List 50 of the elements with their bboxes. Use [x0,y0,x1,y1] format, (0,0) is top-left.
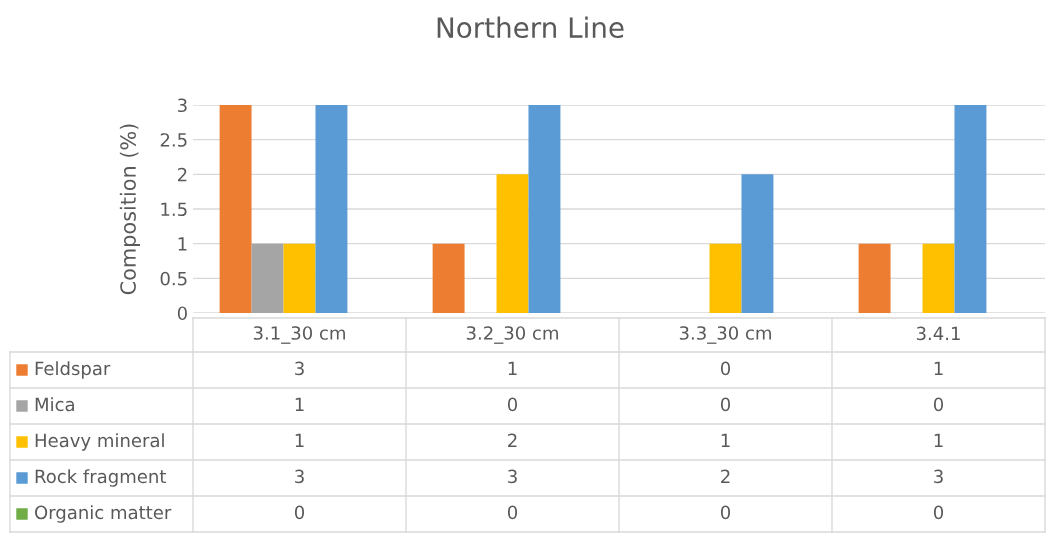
data-label: 3 [295,361,304,376]
data-label: 1 [934,433,943,447]
data-label: 3 [508,469,517,484]
data-label: 1 [508,361,517,375]
bar [251,243,284,313]
bar [741,174,774,313]
bar [432,243,465,313]
data-label: 0 [933,397,944,412]
data-label: 0 [933,505,944,520]
y-tick-label: 3 [178,98,187,113]
data-label: 1 [721,433,730,447]
y-tick-label: 1.5 [161,202,187,217]
bar [219,105,252,313]
bar [528,105,561,313]
data-label: 3 [295,469,304,484]
data-label: 2 [721,469,730,483]
x-tick-label: 3.3_30 cm [679,326,771,344]
data-label: 0 [720,505,731,520]
y-axis-title: Composition (%) [119,124,140,295]
chart-title: Northern Line [437,16,624,39]
data-label: 1 [934,361,943,375]
data-label: 0 [507,505,518,520]
y-tick-label: 2.5 [160,133,187,147]
bar [858,243,891,313]
bar [315,105,348,313]
data-label: 3 [934,469,943,484]
y-tick-label: 1 [178,237,187,251]
x-tick-label: 3.4.1 [916,326,960,341]
legend-label: Organic matter [35,505,172,523]
bar [283,243,316,313]
data-label: 0 [720,361,731,376]
bar [496,174,529,313]
bar [922,243,955,313]
data-label: 0 [294,505,305,520]
y-tick-label: 0.5 [160,271,187,286]
data-label: 0 [720,397,731,412]
data-label: 1 [295,397,304,411]
bar [954,105,987,313]
x-tick-label: 3.2_30 cm [466,326,558,344]
data-label: 2 [508,433,517,447]
legend-label: Feldspar [35,361,111,379]
bar [709,243,742,313]
data-label: 0 [507,397,518,412]
data-label: 1 [295,433,304,447]
legend-label: Mica [35,397,74,412]
y-tick-label: 2 [177,167,187,182]
y-tick-label: 0 [177,306,187,321]
x-tick-label: 3.1_30 cm [253,326,345,344]
legend-label: Heavy mineral [35,433,164,451]
legend-label: Rock fragment [35,469,166,487]
